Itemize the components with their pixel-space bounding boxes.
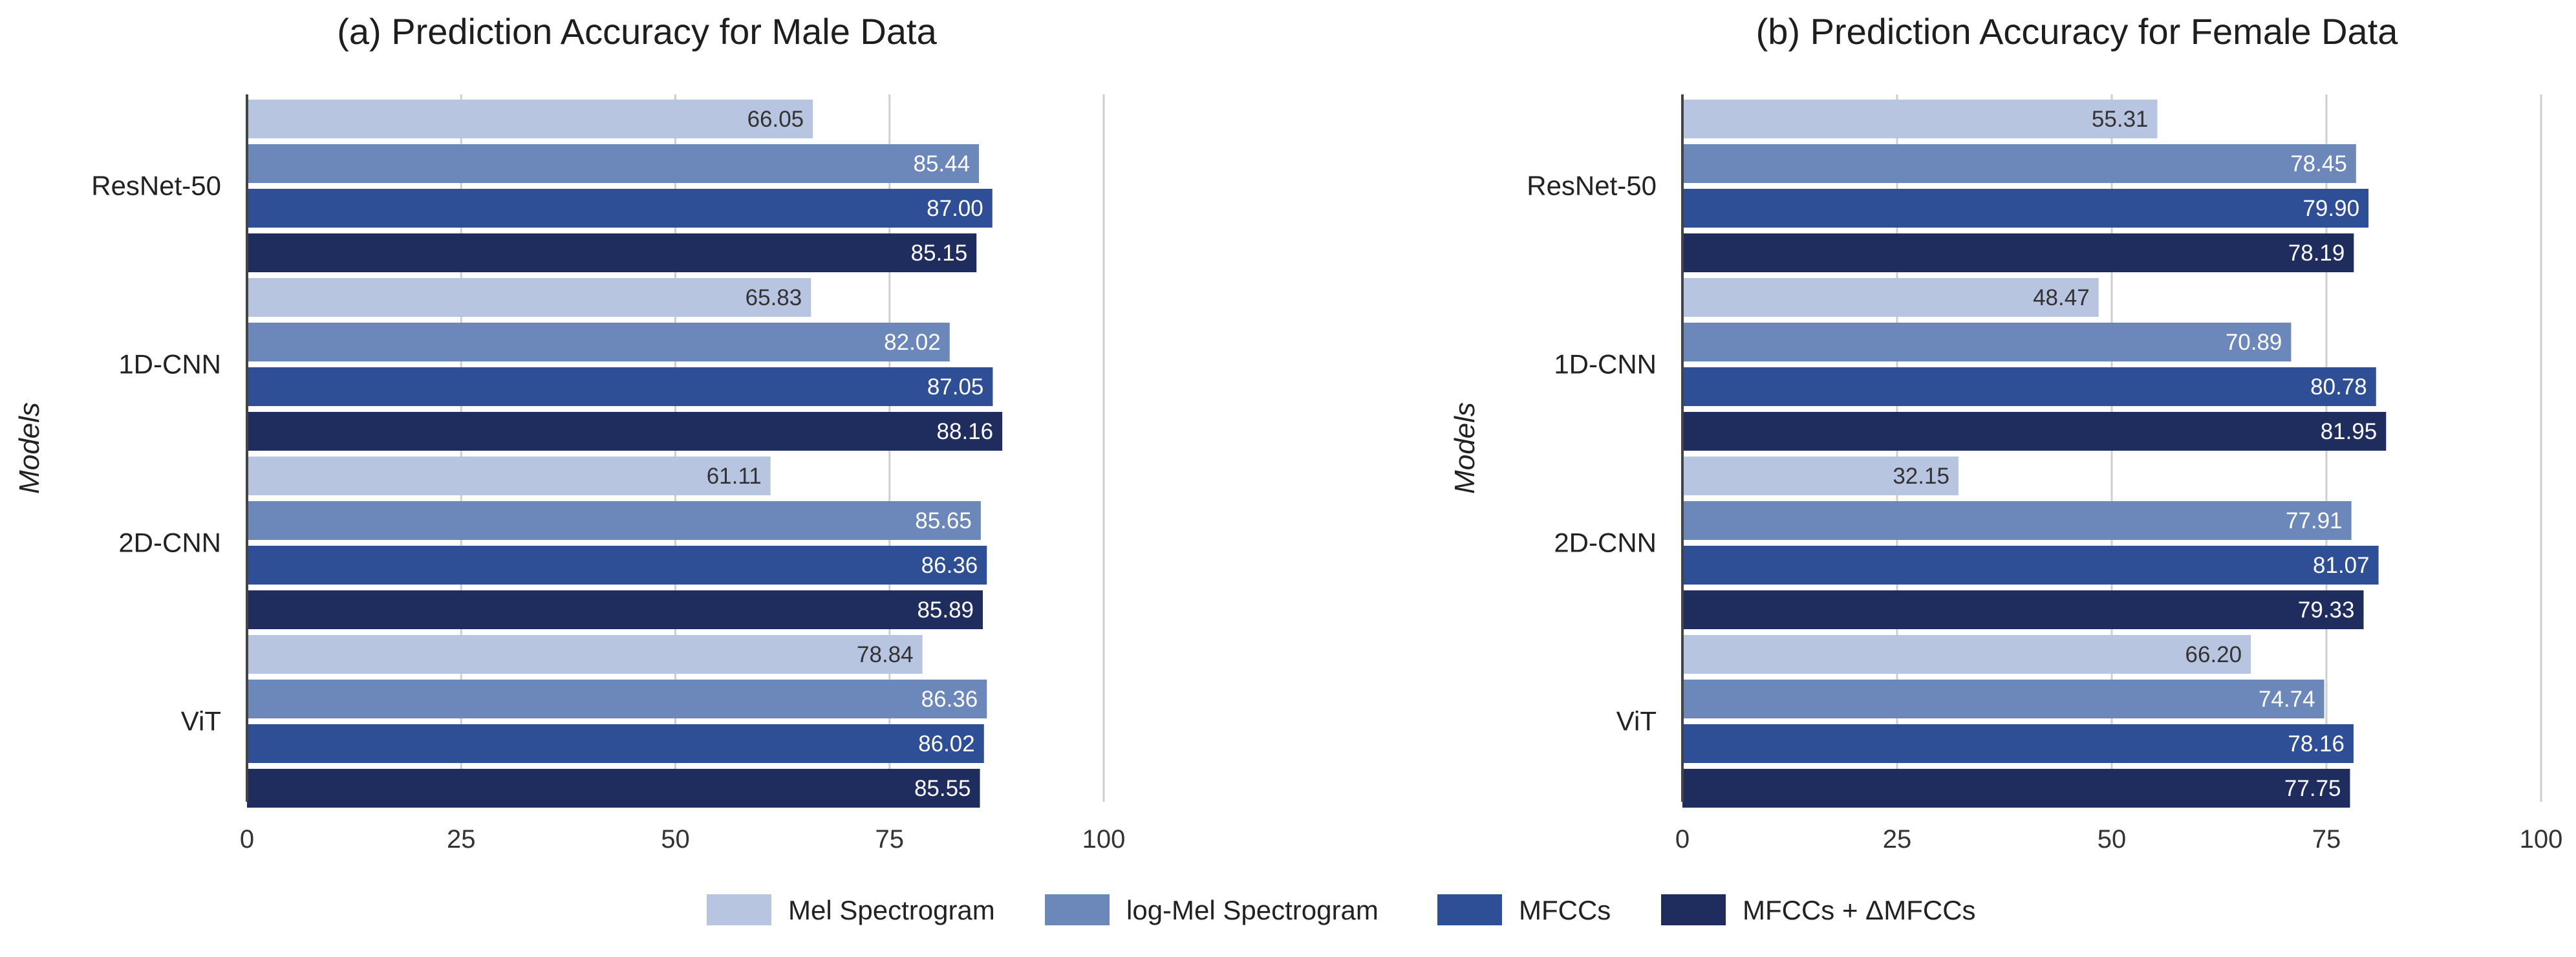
bar [247, 769, 980, 808]
bar [1682, 635, 2251, 674]
x-tick-label: 0 [240, 825, 254, 854]
y-axis-label: Models [1449, 402, 1481, 494]
legend-label: Mel Spectrogram [788, 895, 995, 925]
y-axis-label: Models [14, 402, 45, 494]
bar [1682, 278, 2099, 317]
bar-value-label: 88.16 [937, 419, 994, 444]
bar-value-label: 32.15 [1893, 464, 1949, 489]
bar [247, 144, 980, 183]
category-label: 2D-CNN [1554, 528, 1657, 558]
bar-value-label: 78.16 [2288, 731, 2345, 757]
bar [1682, 323, 2292, 361]
bar [247, 233, 977, 272]
bar [1682, 769, 2350, 808]
x-tick-label: 75 [875, 825, 905, 854]
category-label: ResNet-50 [91, 171, 221, 201]
bar-value-label: 79.90 [2302, 196, 2359, 221]
bar-value-label: 86.36 [921, 687, 978, 712]
bar [247, 100, 813, 138]
bar-value-label: 79.33 [2298, 597, 2355, 623]
bar [1682, 412, 2387, 451]
bar-value-label: 80.78 [2310, 374, 2367, 400]
legend-swatch [1661, 894, 1726, 925]
x-tick-label: 100 [1082, 825, 1126, 854]
category-label: 1D-CNN [1554, 349, 1657, 380]
legend-label: MFCCs [1519, 895, 1611, 925]
bar-value-label: 81.07 [2313, 553, 2370, 578]
bar-value-label: 78.45 [2290, 151, 2347, 177]
bar [1682, 680, 2324, 718]
bar-value-label: 77.91 [2286, 508, 2343, 533]
bar-value-label: 82.02 [884, 330, 941, 355]
bar-value-label: 85.44 [913, 151, 970, 177]
bar-value-label: 78.84 [857, 642, 914, 667]
bar [247, 412, 1003, 451]
x-tick-label: 25 [1883, 825, 1912, 854]
x-tick-label: 75 [2312, 825, 2341, 854]
category-label: ViT [181, 706, 221, 737]
x-tick-label: 100 [2520, 825, 2563, 854]
bar [247, 546, 987, 585]
bar [1682, 367, 2376, 406]
bar [1682, 100, 2158, 138]
bar-value-label: 66.20 [2185, 642, 2242, 667]
bar [247, 724, 984, 763]
bar [1682, 189, 2369, 228]
bar [247, 278, 811, 317]
bar-value-label: 48.47 [2033, 285, 2090, 310]
x-tick-label: 50 [2098, 825, 2127, 854]
bar [1682, 546, 2379, 585]
legend-label: MFCCs + ΔMFCCs [1743, 895, 1976, 925]
bar [1682, 590, 2364, 629]
bar-value-label: 65.83 [746, 285, 802, 310]
bar [247, 635, 923, 674]
bar-value-label: 87.05 [927, 374, 984, 400]
x-tick-label: 0 [1675, 825, 1690, 854]
bar [1682, 724, 2354, 763]
bar-value-label: 61.11 [707, 464, 762, 489]
female-accuracy-chart: (b) Prediction Accuracy for Female Data 0… [1449, 11, 2562, 854]
bar-value-label: 86.36 [921, 553, 978, 578]
category-label: 2D-CNN [118, 528, 221, 558]
bar [1682, 144, 2356, 183]
bar-value-label: 85.15 [911, 241, 968, 266]
bar [1682, 501, 2352, 540]
x-tick-label: 50 [661, 825, 690, 854]
bar-value-label: 86.02 [918, 731, 975, 757]
bar-value-label: 87.00 [927, 196, 983, 221]
legend-swatch [707, 894, 771, 925]
legend-swatch [1437, 894, 1502, 925]
bar-value-label: 66.05 [747, 107, 804, 132]
bar [247, 457, 771, 495]
chart-title: (b) Prediction Accuracy for Female Data [1756, 11, 2399, 52]
bar-value-label: 85.65 [915, 508, 972, 533]
male-accuracy-chart: (a) Prediction Accuracy for Male Data 0 25… [14, 11, 1125, 854]
bar [247, 501, 981, 540]
bar [247, 367, 993, 406]
chart-title: (a) Prediction Accuracy for Male Data [337, 11, 937, 52]
bar-value-label: 70.89 [2226, 330, 2282, 355]
x-tick-label: 25 [447, 825, 476, 854]
bar-value-label: 77.75 [2284, 776, 2341, 801]
category-label: ViT [1616, 706, 1657, 737]
legend-swatch [1045, 894, 1110, 925]
bar-value-label: 85.89 [917, 597, 974, 623]
bar-value-label: 74.74 [2259, 687, 2315, 712]
bar [247, 189, 993, 228]
bar [247, 680, 987, 718]
chart-legend: Mel Spectrogram log-Mel Spectrogram MFCCs M… [707, 894, 1976, 925]
bar [247, 590, 983, 629]
category-label: ResNet-50 [1527, 171, 1657, 201]
bar-value-label: 55.31 [2092, 107, 2149, 132]
legend-label: log-Mel Spectrogram [1126, 895, 1379, 925]
category-label: 1D-CNN [118, 349, 221, 380]
bar-value-label: 81.95 [2321, 419, 2377, 444]
bar-value-label: 85.55 [914, 776, 971, 801]
bar [247, 323, 950, 361]
bar [1682, 233, 2354, 272]
bar-value-label: 78.19 [2288, 241, 2345, 266]
bar [1682, 457, 1959, 495]
